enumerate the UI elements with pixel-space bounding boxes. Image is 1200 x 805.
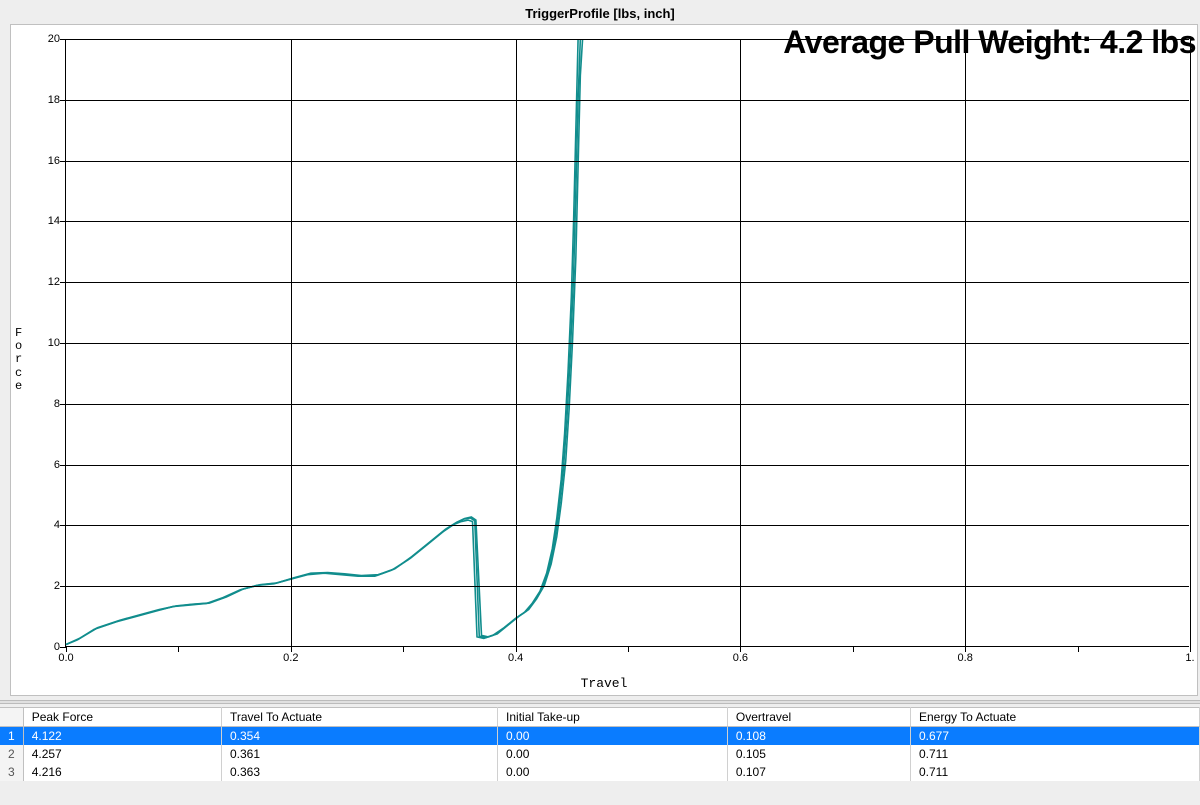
gridline-vertical: [1190, 39, 1191, 646]
row-number-cell: 2: [0, 745, 23, 763]
table-column-header[interactable]: Energy To Actuate: [911, 708, 1200, 727]
table-cell: 0.00: [498, 763, 728, 781]
table-cell: 0.711: [911, 745, 1200, 763]
table-row[interactable]: 24.2570.3610.000.1050.711: [0, 745, 1200, 763]
x-tick-label: 1.: [1185, 652, 1194, 664]
x-tick-label: 0.8: [958, 652, 973, 664]
row-number-header: [0, 708, 23, 727]
table-row[interactable]: 34.2160.3630.000.1070.711: [0, 763, 1200, 781]
table-cell: 4.216: [23, 763, 221, 781]
results-table[interactable]: Peak ForceTravel To ActuateInitial Take-…: [0, 707, 1200, 781]
table-cell: 0.677: [911, 727, 1200, 746]
x-tick-label: 0.0: [58, 652, 73, 664]
gridline-vertical: [965, 39, 966, 646]
series-line: [66, 39, 583, 644]
table-cell: 4.257: [23, 745, 221, 763]
table-cell: 0.361: [222, 745, 498, 763]
gridline-horizontal: [66, 343, 1189, 344]
gridline-horizontal: [66, 100, 1189, 101]
y-tick-label: 18: [48, 94, 60, 106]
y-tick-label: 16: [48, 155, 60, 167]
gridline-horizontal: [66, 161, 1189, 162]
gridline-vertical: [516, 39, 517, 646]
gridline-horizontal: [66, 404, 1189, 405]
x-tick-label: 0.6: [733, 652, 748, 664]
y-tick-label: 10: [48, 337, 60, 349]
y-tick-label: 20: [48, 33, 60, 45]
x-tick-label: 0.2: [283, 652, 298, 664]
plot-area: 024681012141618200.00.20.40.60.81.: [65, 39, 1189, 647]
table-cell: 0.107: [727, 763, 910, 781]
gridline-horizontal: [66, 525, 1189, 526]
table-cell: 4.122: [23, 727, 221, 746]
table-column-header[interactable]: Initial Take-up: [498, 708, 728, 727]
table-cell: 0.354: [222, 727, 498, 746]
table-column-header[interactable]: Peak Force: [23, 708, 221, 727]
chart-title: TriggerProfile [lbs, inch]: [0, 0, 1200, 21]
gridline-horizontal: [66, 221, 1189, 222]
series-line: [66, 39, 580, 644]
table-row[interactable]: 14.1220.3540.000.1080.677: [0, 727, 1200, 746]
table-column-header[interactable]: Overtravel: [727, 708, 910, 727]
table-column-header[interactable]: Travel To Actuate: [222, 708, 498, 727]
overlay-heading: Average Pull Weight: 4.2 lbs: [783, 24, 1196, 61]
gridline-vertical: [291, 39, 292, 646]
row-number-cell: 1: [0, 727, 23, 746]
table-cell: 0.105: [727, 745, 910, 763]
row-number-cell: 3: [0, 763, 23, 781]
table-cell: 0.00: [498, 745, 728, 763]
panel-divider[interactable]: [0, 700, 1200, 704]
series-line: [66, 39, 578, 644]
y-axis-label: Force: [15, 327, 22, 393]
y-tick-label: 12: [48, 276, 60, 288]
table-cell: 0.00: [498, 727, 728, 746]
gridline-vertical: [740, 39, 741, 646]
gridline-horizontal: [66, 465, 1189, 466]
table-cell: 0.711: [911, 763, 1200, 781]
gridline-horizontal: [66, 282, 1189, 283]
table-cell: 0.108: [727, 727, 910, 746]
table-cell: 0.363: [222, 763, 498, 781]
x-axis-label: Travel: [581, 676, 628, 691]
x-tick-label: 0.4: [508, 652, 523, 664]
chart-panel: Force 024681012141618200.00.20.40.60.81.…: [10, 24, 1198, 696]
gridline-horizontal: [66, 586, 1189, 587]
y-tick-label: 14: [48, 215, 60, 227]
